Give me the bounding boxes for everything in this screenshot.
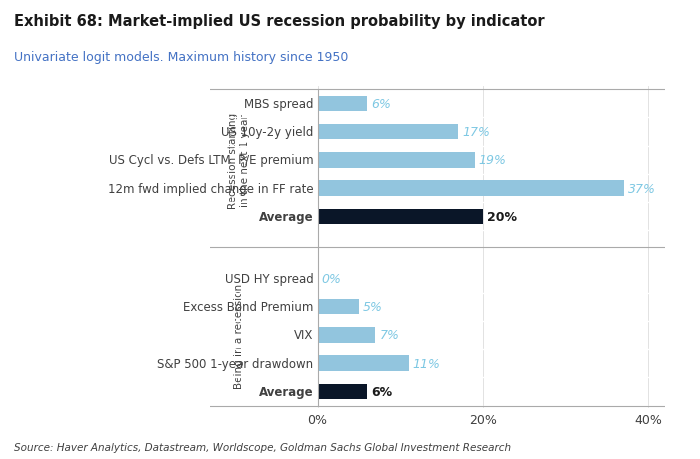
Text: 37%: 37% xyxy=(628,182,656,195)
Text: MBS spread: MBS spread xyxy=(244,98,314,111)
Bar xyxy=(318,153,475,168)
Text: US 10y-2y yield: US 10y-2y yield xyxy=(221,126,314,139)
Bar xyxy=(318,96,368,112)
Bar xyxy=(318,299,359,315)
Text: 6%: 6% xyxy=(371,385,393,398)
Text: Average: Average xyxy=(259,210,314,224)
Text: Univariate logit models. Maximum history since 1950: Univariate logit models. Maximum history… xyxy=(14,50,349,63)
Text: 19%: 19% xyxy=(479,154,507,167)
Text: Recession starting
in the next 1 year: Recession starting in the next 1 year xyxy=(228,112,250,208)
Text: Average: Average xyxy=(259,385,314,398)
Text: Excess Bond Premium: Excess Bond Premium xyxy=(183,301,314,313)
Text: 12m fwd implied change in FF rate: 12m fwd implied change in FF rate xyxy=(108,182,314,195)
Bar xyxy=(318,327,375,343)
Bar xyxy=(318,181,624,196)
Text: Exhibit 68: Market-implied US recession probability by indicator: Exhibit 68: Market-implied US recession … xyxy=(14,14,545,29)
Text: 7%: 7% xyxy=(379,329,400,341)
Bar xyxy=(318,356,409,371)
Text: 0%: 0% xyxy=(322,272,342,285)
Text: US Cycl vs. Defs LTM  P/E premium: US Cycl vs. Defs LTM P/E premium xyxy=(108,154,314,167)
Bar xyxy=(318,124,458,140)
Bar xyxy=(318,384,368,399)
Bar xyxy=(318,209,483,224)
Text: 11%: 11% xyxy=(413,357,440,370)
Text: VIX: VIX xyxy=(294,329,314,341)
Text: 5%: 5% xyxy=(363,301,383,313)
Text: Source: Haver Analytics, Datastream, Worldscope, Goldman Sachs Global Investment: Source: Haver Analytics, Datastream, Wor… xyxy=(14,442,511,452)
Text: USD HY spread: USD HY spread xyxy=(225,272,314,285)
Text: S&P 500 1-year drawdown: S&P 500 1-year drawdown xyxy=(158,357,314,370)
Text: Being in a recession: Being in a recession xyxy=(234,283,244,388)
Text: 6%: 6% xyxy=(371,98,391,111)
Text: 17%: 17% xyxy=(462,126,490,139)
Text: 20%: 20% xyxy=(487,210,517,224)
